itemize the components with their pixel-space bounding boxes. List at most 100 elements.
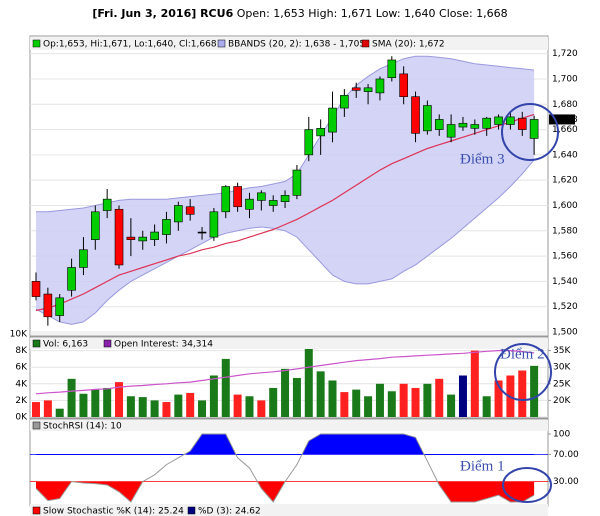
chart-title: [Fri. Jun 3, 2016] RCU6 Open: 1,653 High…: [92, 7, 507, 20]
candle-body: [470, 124, 480, 129]
volume-bar: [269, 387, 278, 417]
volume-bar: [79, 393, 88, 417]
y-tick-label: 1,580: [552, 226, 578, 236]
candle-body: [67, 267, 76, 291]
y-tick-label: 100: [553, 430, 570, 440]
candle-body: [399, 73, 408, 97]
y-tick-label: 10K: [10, 330, 28, 340]
candle-body: [197, 231, 207, 234]
legend-bbands: BBANDS (20, 2): 1,638 - 1,705: [228, 40, 365, 50]
candle-body: [174, 205, 183, 223]
y-tick-label: 1,660: [552, 125, 578, 135]
volume-bar: [494, 380, 503, 417]
volume-bar: [67, 378, 76, 417]
volume-bar: [115, 382, 124, 417]
legend-swatch: [217, 39, 226, 48]
candle-body: [446, 124, 456, 138]
y-tick-label: 1,500: [552, 328, 578, 338]
y-tick-label: 1,640: [552, 150, 578, 160]
legend-stochrsi: StochRSI (14): 10: [43, 422, 122, 432]
legend-bg: [30, 338, 548, 349]
volume-bar: [423, 383, 432, 417]
volume-bar: [126, 396, 135, 417]
highlight-circle: [502, 467, 552, 503]
volume-bar: [281, 368, 290, 417]
candle-body: [209, 211, 219, 238]
y2-tick-label: 30K: [553, 363, 571, 373]
volume-bar: [340, 392, 349, 417]
candle-body: [221, 186, 231, 213]
candle-body: [316, 128, 325, 137]
y-tick-label: 30.00: [553, 477, 579, 487]
volume-bar: [32, 402, 40, 417]
volume-bar: [174, 394, 183, 417]
last-price-box: [549, 114, 575, 125]
volume-bar: [316, 371, 325, 417]
y-tick-label: 1,540: [552, 277, 578, 287]
y-tick-label: 8K: [15, 346, 28, 356]
y-tick-label: 1,620: [552, 176, 578, 186]
candle-body: [411, 96, 420, 134]
highlight-circle: [501, 103, 559, 161]
candle-body: [126, 236, 136, 240]
volume-bar: [518, 370, 527, 417]
annotation: Điểm 2: [500, 346, 545, 362]
volume-bar: [245, 396, 254, 417]
annotation: Điểm 3: [460, 151, 505, 167]
volume-bar: [328, 380, 337, 417]
highlight-circle: [494, 343, 552, 401]
candle-body: [482, 117, 491, 129]
y-tick-label: 0K: [15, 413, 28, 423]
candle-body: [292, 169, 302, 196]
candle-body: [506, 116, 515, 125]
y-tick-label: 1,520: [552, 302, 578, 312]
volume-bar: [435, 378, 444, 417]
volume-bar: [233, 394, 242, 417]
candle-body: [280, 195, 290, 202]
y-tick-label: 6K: [15, 363, 28, 373]
legend-swatch: [103, 339, 112, 348]
candle-body: [233, 186, 242, 208]
candle-body: [387, 59, 397, 78]
threshold-fill: [36, 482, 535, 502]
volume-bar: [387, 391, 396, 417]
volume-bar: [91, 389, 100, 417]
candle-body: [31, 281, 41, 297]
candle-body: [150, 231, 159, 240]
legend-swatch: [187, 506, 196, 515]
volume-bar: [375, 383, 384, 417]
volume-bar: [470, 350, 479, 417]
candle-body: [245, 198, 254, 210]
candle-body: [185, 206, 195, 215]
legend-swatch: [32, 421, 41, 430]
volume-bar: [292, 377, 301, 417]
y-tick-label: 1,720: [552, 49, 578, 59]
band-upper: [36, 55, 535, 213]
legend-ohlc: Op:1,653, Hi:1,671, Lo:1,640, Cl:1,668: [43, 40, 217, 50]
legend-sma: SMA (20): 1,672: [372, 40, 445, 50]
title: [Fri. Jun 3, 2016] RCU6: [92, 7, 233, 20]
candle-body: [138, 236, 148, 242]
stochrsi-line: [35, 433, 535, 503]
volume-bar: [304, 343, 313, 417]
y-tick-label: 1,600: [552, 201, 578, 211]
legend-swatch: [32, 39, 41, 48]
candle-body: [363, 87, 373, 92]
candle-body: [375, 78, 385, 94]
legend-bg: [30, 504, 548, 516]
volume-bar: [399, 383, 408, 417]
y-tick-label: 1,700: [552, 74, 578, 84]
candle-body: [351, 87, 361, 91]
legend-swatch: [32, 339, 41, 348]
candle-body: [529, 119, 539, 139]
volume-bar: [209, 375, 218, 417]
y-tick-label: 70.00: [553, 450, 579, 460]
y-tick-label: 1,560: [552, 252, 578, 262]
volume-bar: [458, 375, 467, 417]
last-price-label: 1,668: [552, 115, 578, 125]
candle-body: [79, 249, 88, 268]
subtitle: Open: 1,653 High: 1,671 Low: 1,640 Close…: [237, 7, 508, 20]
y-tick-label: 4K: [15, 379, 28, 389]
volume-bar: [150, 400, 159, 417]
